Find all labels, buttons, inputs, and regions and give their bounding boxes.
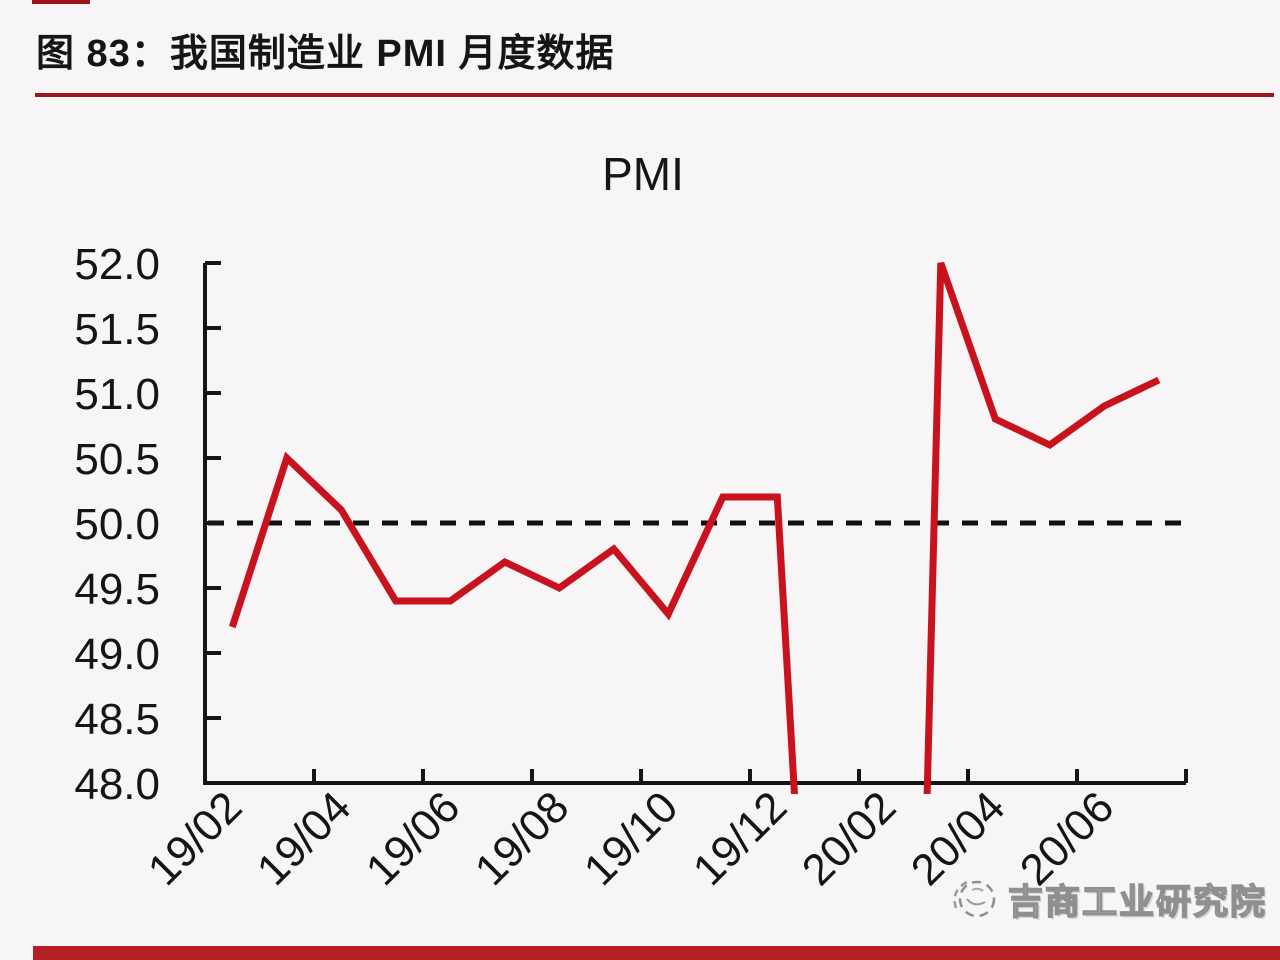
- watermark-globe-icon: [953, 879, 996, 918]
- y-tick-label: 52.0: [74, 240, 160, 289]
- pmi-series-line: [228, 261, 1161, 794]
- watermark-label: 吉商工业研究院: [1007, 882, 1268, 923]
- watermark: 吉商工业研究院: [942, 868, 1267, 930]
- y-tick-label: 51.0: [74, 370, 160, 419]
- y-tick-label: 48.0: [74, 760, 160, 809]
- y-tick-label: 48.5: [74, 695, 160, 744]
- chart-plot-area: 48.0 48.5 49.0 49.5 50.0 50.5 51.0 51.5 52.0 19/0…: [74, 240, 1188, 895]
- x-tick-label: 20/02: [793, 782, 906, 895]
- chart-title: PMI: [602, 148, 684, 200]
- x-tick-label: 19/04: [248, 782, 361, 895]
- x-tick-label: 19/06: [357, 782, 470, 895]
- x-tick-label: 19/10: [575, 782, 688, 895]
- y-tick-label: 49.0: [74, 630, 160, 679]
- figure-title: 图 83：我国制造业 PMI 月度数据: [36, 33, 615, 75]
- top-left-red-divider: [32, 0, 90, 4]
- title-underline-rule: [35, 93, 1274, 97]
- y-tick-label: 50.0: [74, 500, 160, 549]
- x-tick-label: 19/08: [466, 782, 579, 895]
- y-tick-label: 51.5: [74, 305, 160, 354]
- bottom-red-bar: [33, 946, 1280, 960]
- x-tick-label: 19/12: [684, 782, 797, 895]
- y-tick-label: 49.5: [74, 565, 160, 614]
- y-tick-label: 50.5: [74, 435, 160, 484]
